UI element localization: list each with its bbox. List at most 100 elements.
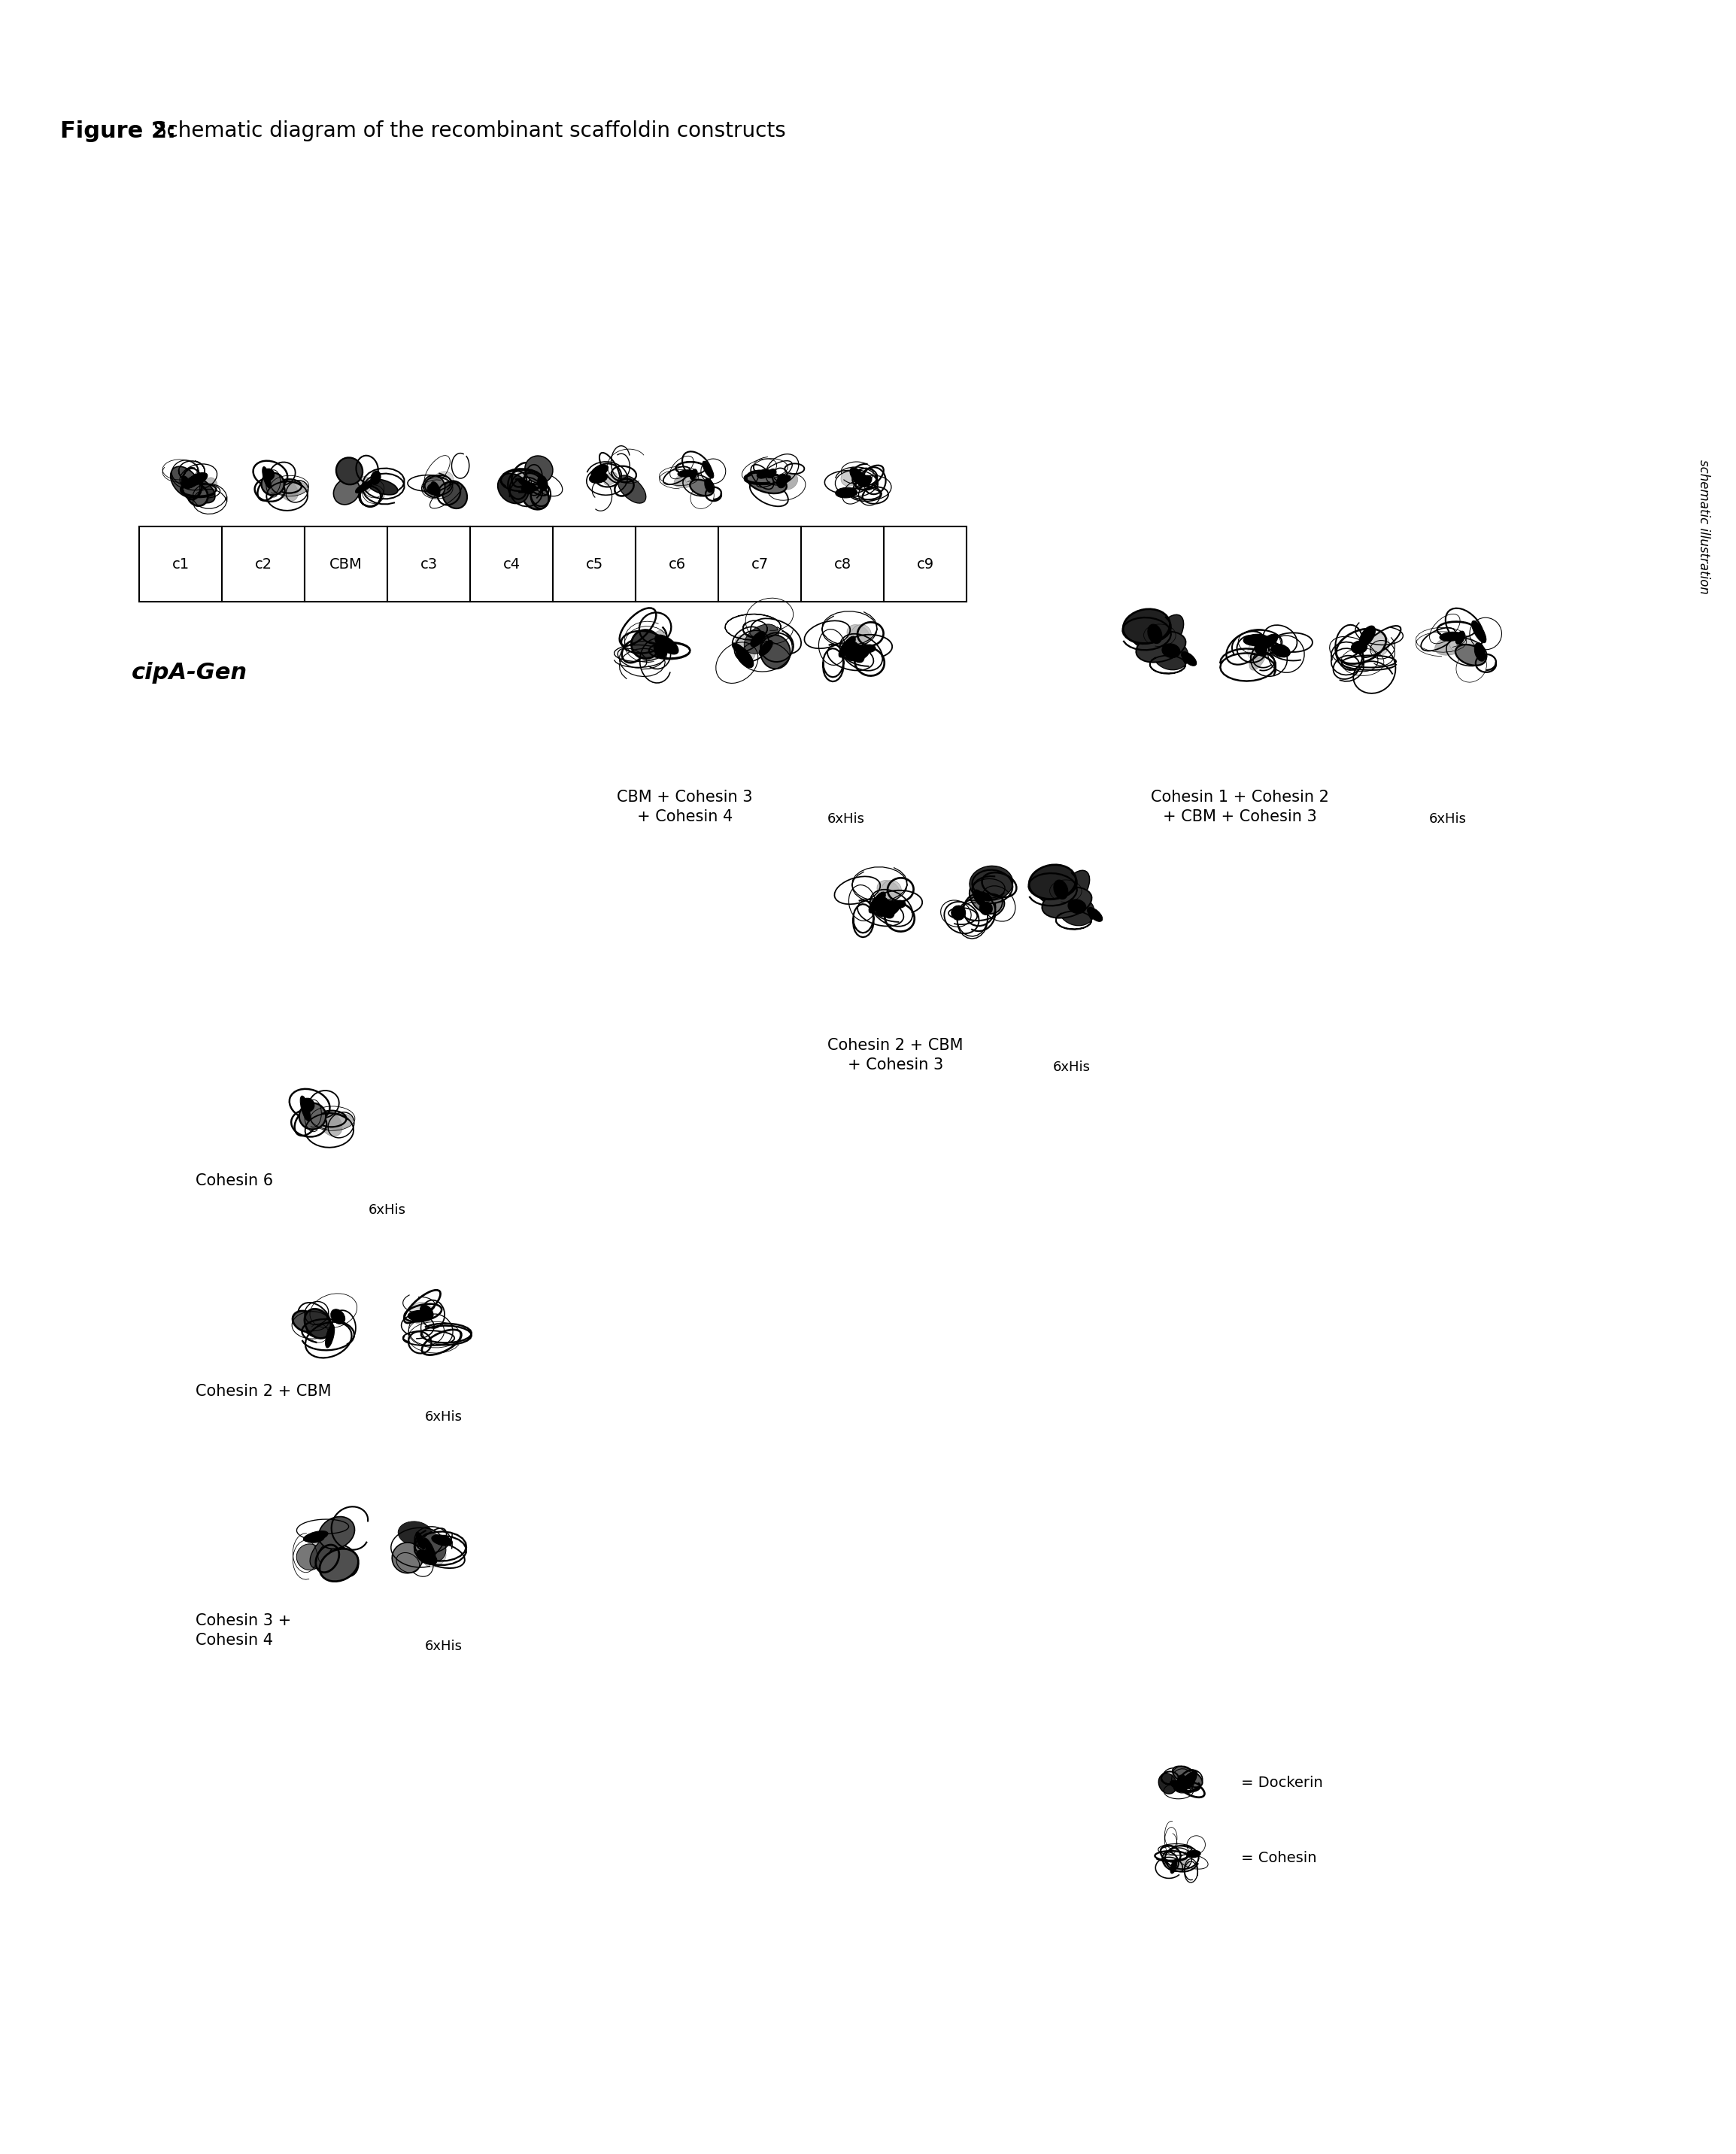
Ellipse shape	[840, 470, 859, 487]
Ellipse shape	[760, 635, 790, 670]
Ellipse shape	[969, 866, 1012, 900]
Ellipse shape	[974, 890, 984, 905]
Text: CBM: CBM	[330, 558, 363, 571]
Ellipse shape	[618, 476, 646, 504]
Ellipse shape	[1040, 881, 1075, 900]
Bar	[884, 526, 967, 601]
Ellipse shape	[189, 480, 205, 498]
Ellipse shape	[417, 1551, 437, 1564]
Ellipse shape	[892, 900, 906, 909]
Text: c2: c2	[255, 558, 273, 571]
Ellipse shape	[311, 1531, 344, 1568]
Ellipse shape	[524, 457, 552, 482]
Ellipse shape	[420, 1305, 434, 1320]
Ellipse shape	[1172, 1766, 1203, 1788]
Ellipse shape	[1068, 900, 1087, 913]
Text: c6: c6	[668, 558, 686, 571]
Text: Cohesin 3 +
Cohesin 4: Cohesin 3 + Cohesin 4	[196, 1613, 292, 1648]
Ellipse shape	[951, 905, 965, 920]
Ellipse shape	[1153, 640, 1189, 670]
Ellipse shape	[845, 644, 870, 661]
Bar	[304, 526, 387, 601]
Ellipse shape	[686, 472, 707, 489]
Text: Figure 2:: Figure 2:	[61, 121, 175, 142]
Ellipse shape	[1243, 633, 1269, 646]
Ellipse shape	[297, 1544, 323, 1570]
Text: CBM + Cohesin 3
+ Cohesin 4: CBM + Cohesin 3 + Cohesin 4	[616, 791, 752, 825]
Ellipse shape	[847, 625, 870, 646]
Ellipse shape	[179, 474, 215, 502]
Text: 6xHis: 6xHis	[368, 1204, 406, 1217]
Ellipse shape	[604, 472, 618, 485]
Ellipse shape	[755, 470, 779, 482]
Ellipse shape	[328, 1540, 349, 1559]
Text: 6xHis: 6xHis	[425, 1411, 462, 1424]
Ellipse shape	[1271, 644, 1290, 657]
Bar	[800, 526, 884, 601]
Ellipse shape	[392, 1542, 424, 1572]
Ellipse shape	[1450, 635, 1477, 657]
Ellipse shape	[1158, 625, 1180, 644]
Ellipse shape	[1170, 1781, 1187, 1790]
Ellipse shape	[1182, 653, 1196, 666]
Ellipse shape	[427, 485, 437, 493]
Ellipse shape	[424, 1538, 436, 1557]
Ellipse shape	[398, 1521, 432, 1544]
Text: Schematic diagram of the recombinant scaffoldin constructs: Schematic diagram of the recombinant sca…	[146, 121, 786, 142]
Bar	[387, 526, 470, 601]
Ellipse shape	[705, 478, 713, 493]
Ellipse shape	[776, 476, 790, 485]
Ellipse shape	[1177, 1775, 1187, 1786]
Ellipse shape	[838, 635, 856, 657]
Ellipse shape	[851, 467, 866, 487]
Ellipse shape	[745, 625, 779, 653]
Ellipse shape	[1255, 642, 1267, 655]
Ellipse shape	[1147, 625, 1161, 644]
Ellipse shape	[767, 470, 776, 478]
Text: Cohesin 2 + CBM
+ Cohesin 3: Cohesin 2 + CBM + Cohesin 3	[828, 1038, 963, 1073]
Ellipse shape	[1455, 644, 1486, 666]
Ellipse shape	[538, 476, 547, 491]
Bar	[552, 526, 635, 601]
Ellipse shape	[689, 480, 713, 495]
Ellipse shape	[1158, 1773, 1177, 1794]
Ellipse shape	[368, 478, 398, 495]
Ellipse shape	[858, 476, 871, 487]
Ellipse shape	[312, 1310, 332, 1331]
Ellipse shape	[1474, 642, 1486, 661]
Ellipse shape	[677, 470, 696, 476]
Text: c9: c9	[917, 558, 934, 571]
Ellipse shape	[319, 1549, 358, 1581]
Ellipse shape	[863, 644, 875, 653]
Ellipse shape	[882, 881, 901, 900]
Ellipse shape	[969, 881, 1002, 913]
Ellipse shape	[300, 1096, 311, 1120]
Ellipse shape	[186, 474, 200, 489]
Ellipse shape	[781, 474, 799, 489]
Ellipse shape	[972, 883, 1005, 911]
Ellipse shape	[279, 480, 299, 502]
Ellipse shape	[523, 485, 549, 508]
Text: c4: c4	[503, 558, 521, 571]
Ellipse shape	[424, 1547, 446, 1566]
Ellipse shape	[521, 485, 535, 493]
Text: schematic illustration: schematic illustration	[1696, 459, 1710, 595]
Ellipse shape	[432, 1536, 451, 1547]
Ellipse shape	[1123, 610, 1170, 644]
Ellipse shape	[1351, 642, 1368, 653]
Text: c1: c1	[172, 558, 189, 571]
Ellipse shape	[979, 892, 991, 900]
Ellipse shape	[354, 476, 372, 493]
Ellipse shape	[644, 631, 665, 663]
Ellipse shape	[1170, 1859, 1177, 1874]
Ellipse shape	[1250, 644, 1267, 670]
Ellipse shape	[1161, 644, 1180, 657]
Text: 6xHis: 6xHis	[425, 1639, 462, 1652]
Ellipse shape	[734, 635, 755, 661]
Ellipse shape	[759, 640, 773, 655]
Text: 6xHis: 6xHis	[1054, 1060, 1090, 1075]
Ellipse shape	[875, 896, 894, 918]
Ellipse shape	[424, 476, 444, 498]
Text: c5: c5	[585, 558, 602, 571]
Ellipse shape	[1170, 1771, 1187, 1784]
